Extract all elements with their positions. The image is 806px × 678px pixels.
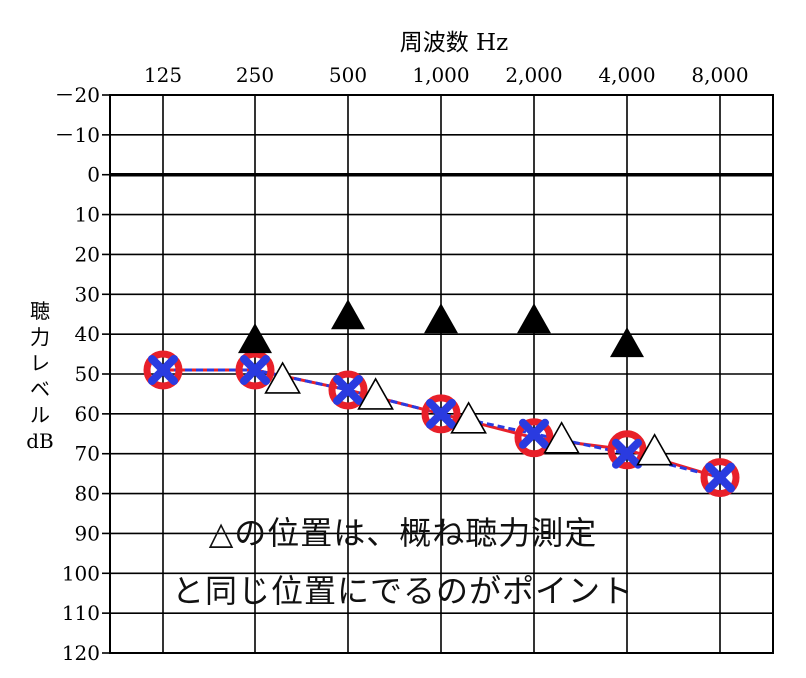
marker-left-cross bbox=[705, 462, 735, 493]
y-tick-label: 100 bbox=[62, 561, 100, 585]
marker-open-triangle bbox=[543, 421, 580, 454]
y-axis-label-char: 力 bbox=[30, 325, 50, 349]
marker-open-triangle bbox=[357, 377, 394, 410]
marker-left-cross bbox=[612, 438, 642, 469]
y-tick-label: 110 bbox=[62, 601, 100, 625]
marker-open-triangle bbox=[450, 401, 487, 434]
y-tick-label: 10 bbox=[75, 203, 100, 227]
y-tick-label: 30 bbox=[75, 282, 100, 306]
x-tick-label: 2,000 bbox=[505, 63, 562, 87]
marker-filled-triangle bbox=[424, 303, 458, 334]
series-markers bbox=[143, 299, 740, 498]
y-axis-label-char: レ bbox=[30, 351, 50, 375]
x-tick-label: 500 bbox=[329, 63, 367, 87]
marker-filled-triangle bbox=[517, 303, 551, 334]
y-axis-label-char: ベ bbox=[30, 377, 50, 401]
x-tick-label: 125 bbox=[144, 63, 182, 87]
marker-left-cross bbox=[148, 355, 178, 386]
marker-left-cross bbox=[426, 398, 456, 429]
x-tick-label: 1,000 bbox=[412, 63, 469, 87]
marker-left-cross bbox=[240, 355, 270, 386]
y-axis-label-char: dB bbox=[26, 429, 54, 453]
y-tick-label: 20 bbox=[75, 242, 100, 266]
annotation-line-1: △の位置は、概ね聴力測定 bbox=[208, 514, 598, 552]
y-tick-label: －10 bbox=[55, 123, 100, 147]
y-tick-label: 70 bbox=[75, 442, 100, 466]
y-axis-label-char: ル bbox=[30, 403, 50, 427]
y-tick-label: 50 bbox=[75, 362, 100, 386]
marker-right-circle bbox=[607, 430, 647, 470]
marker-right-circle bbox=[700, 458, 740, 498]
marker-open-triangle bbox=[264, 361, 301, 394]
annotation-line-2: と同じ位置にでるのがポイント bbox=[171, 572, 634, 610]
marker-filled-triangle bbox=[238, 323, 272, 354]
y-tick-label: 90 bbox=[75, 521, 100, 545]
marker-right-circle bbox=[421, 394, 461, 434]
marker-right-circle bbox=[143, 350, 183, 390]
y-tick-label: 80 bbox=[75, 482, 100, 506]
marker-filled-triangle bbox=[610, 327, 644, 358]
marker-right-circle bbox=[235, 350, 275, 390]
marker-right-circle bbox=[328, 370, 368, 410]
y-tick-label: －20 bbox=[55, 83, 100, 107]
chart-title: 周波数 Hz bbox=[400, 30, 509, 56]
y-tick-label: 40 bbox=[75, 322, 100, 346]
marker-right-circle bbox=[514, 418, 554, 458]
x-tick-label: 8,000 bbox=[691, 63, 748, 87]
x-tick-labels: 125 250 500 1,000 2,000 4,000 8,000 bbox=[144, 63, 749, 87]
x-tick-label: 250 bbox=[236, 63, 274, 87]
y-tick-labels: －20 －10 0 10 20 30 40 50 60 70 80 90 100 110 120 bbox=[55, 83, 110, 665]
x-tick-label: 4,000 bbox=[598, 63, 655, 87]
y-tick-label: 60 bbox=[75, 402, 100, 426]
y-axis-label-char: 聴 bbox=[30, 299, 50, 323]
y-tick-label: 120 bbox=[62, 641, 100, 665]
marker-left-cross bbox=[519, 418, 549, 449]
y-tick-label: 0 bbox=[87, 163, 100, 187]
marker-left-cross bbox=[333, 374, 363, 405]
marker-open-triangle bbox=[636, 433, 673, 466]
marker-filled-triangle bbox=[331, 299, 365, 330]
